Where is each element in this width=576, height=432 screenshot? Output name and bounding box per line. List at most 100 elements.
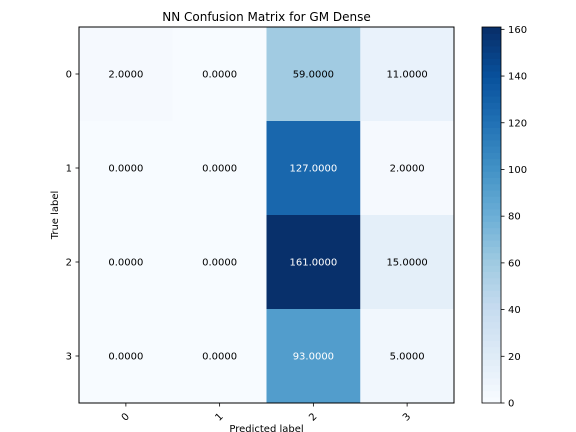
y-tick-label-2: 2 [66, 258, 72, 269]
cell-label-2-1: 0.0000 [202, 258, 237, 269]
cell-label-1-2: 127.0000 [290, 164, 338, 175]
colorbar-segment [482, 271, 501, 279]
colorbar-segment [482, 158, 501, 166]
colorbar-segment [482, 33, 501, 41]
colorbar-segment [482, 365, 501, 373]
x-axis-ticks: 0 1 2 3 [120, 403, 413, 424]
heatmap-cell-0-3 [360, 27, 455, 122]
colorbar-segment [482, 359, 501, 366]
colorbar-segment [482, 39, 501, 47]
y-axis-ticks: 0 1 2 3 [66, 70, 79, 363]
colorbar-segment [482, 196, 501, 204]
heatmap-cell-2-3 [360, 215, 455, 310]
colorbar-segment [482, 396, 501, 404]
x-axis-label: Predicted label [229, 424, 303, 432]
cell-label-3-1: 0.0000 [202, 352, 237, 363]
colorbar-segment [482, 58, 501, 66]
colorbar-segment [482, 27, 501, 34]
x-tick-label-3: 3 [401, 411, 413, 423]
cell-label-1-0: 0.0000 [108, 164, 143, 175]
colorbar-segment [482, 340, 501, 348]
colorbar-segment [482, 189, 501, 197]
cell-label-1-1: 0.0000 [202, 164, 237, 175]
colorbar-segment [482, 240, 501, 247]
colorbar-segment [482, 139, 501, 147]
y-tick-label-0: 0 [66, 70, 72, 81]
x-tick-label-1: 1 [213, 411, 225, 423]
heatmap-cells [79, 27, 455, 404]
colorbar-segment [482, 114, 501, 122]
colorbar-segment [482, 89, 501, 97]
colorbar-segment [482, 202, 501, 210]
colorbar-tick-label-3: 60 [508, 258, 521, 269]
colorbar-segment [482, 315, 501, 323]
colorbar-segment [482, 108, 501, 116]
colorbar-segment [482, 102, 501, 110]
colorbar-tick-label-0: 0 [508, 399, 514, 410]
colorbar-segment [482, 77, 501, 84]
y-axis-label: True label [50, 191, 61, 241]
heatmap-cell-3-2 [266, 309, 361, 404]
heatmap-cell-0-1 [172, 27, 267, 122]
colorbar-segment [482, 296, 501, 304]
colorbar-segment [482, 64, 501, 72]
colorbar-segment [482, 346, 501, 354]
colorbar-tick-label-8: 160 [508, 25, 527, 36]
colorbar-segment [482, 208, 501, 216]
colorbar-segment [482, 377, 501, 385]
colorbar-segment [482, 83, 501, 91]
colorbar-segment [482, 121, 501, 128]
colorbar-tick-label-7: 140 [508, 72, 527, 83]
heatmap-cell-1-2 [266, 121, 361, 216]
heatmap-cell-0-2 [266, 27, 361, 122]
heatmap-cell-2-0 [79, 215, 174, 310]
colorbar-segment [482, 215, 501, 222]
colorbar-tick-label-1: 20 [508, 352, 521, 363]
heatmap-cell-2-1 [172, 215, 267, 310]
cell-value-labels: 2.0000 0.0000 59.0000 11.0000 0.0000 0.0000 12… [108, 70, 427, 363]
colorbar-segment [482, 127, 501, 135]
colorbar-segment [482, 384, 501, 392]
colorbar-segment [482, 309, 501, 316]
colorbar-segment [482, 246, 501, 254]
colorbar-tick-label-2: 40 [508, 305, 521, 316]
cell-label-1-3: 2.0000 [390, 164, 425, 175]
x-tick-label-0: 0 [120, 411, 132, 423]
chart-title: NN Confusion Matrix for GM Dense [162, 10, 371, 24]
heatmap-cell-1-0 [79, 121, 174, 216]
colorbar-segment [482, 283, 501, 291]
colorbar-segment [482, 371, 501, 379]
colorbar-segment [482, 133, 501, 141]
y-tick-label-1: 1 [66, 164, 72, 175]
colorbar-tick-label-4: 80 [508, 212, 521, 223]
colorbar-segment [482, 177, 501, 185]
colorbar-tick-label-5: 100 [508, 165, 527, 176]
colorbar-segment [482, 70, 501, 78]
colorbar-segment [482, 52, 501, 59]
heatmap-cell-1-3 [360, 121, 455, 216]
colorbar-segment [482, 321, 501, 329]
cell-label-0-3: 11.0000 [386, 70, 427, 81]
colorbar: 0 20 40 60 80 100 120 140 160 [481, 25, 527, 410]
plot-frame [78, 26, 455, 404]
x-tick-label-2: 2 [307, 411, 319, 423]
colorbar-segment [482, 265, 501, 272]
heatmap-cell-3-1 [172, 309, 267, 404]
colorbar-segment [482, 334, 501, 341]
colorbar-segment [482, 45, 501, 53]
colorbar-segment [482, 95, 501, 103]
cell-label-2-0: 0.0000 [108, 258, 143, 269]
colorbar-frame [481, 26, 502, 404]
colorbar-segment [482, 277, 501, 285]
colorbar-segment [482, 352, 501, 360]
heatmap-cell-3-3 [360, 309, 455, 404]
cell-label-2-2: 161.0000 [290, 258, 338, 269]
cell-label-3-0: 0.0000 [108, 352, 143, 363]
colorbar-segment [482, 252, 501, 260]
heatmap-cell-0-0 [79, 27, 174, 122]
colorbar-segment [482, 233, 501, 241]
colorbar-segment [482, 152, 501, 160]
cell-label-0-2: 59.0000 [293, 70, 334, 81]
colorbar-segment [482, 327, 501, 335]
